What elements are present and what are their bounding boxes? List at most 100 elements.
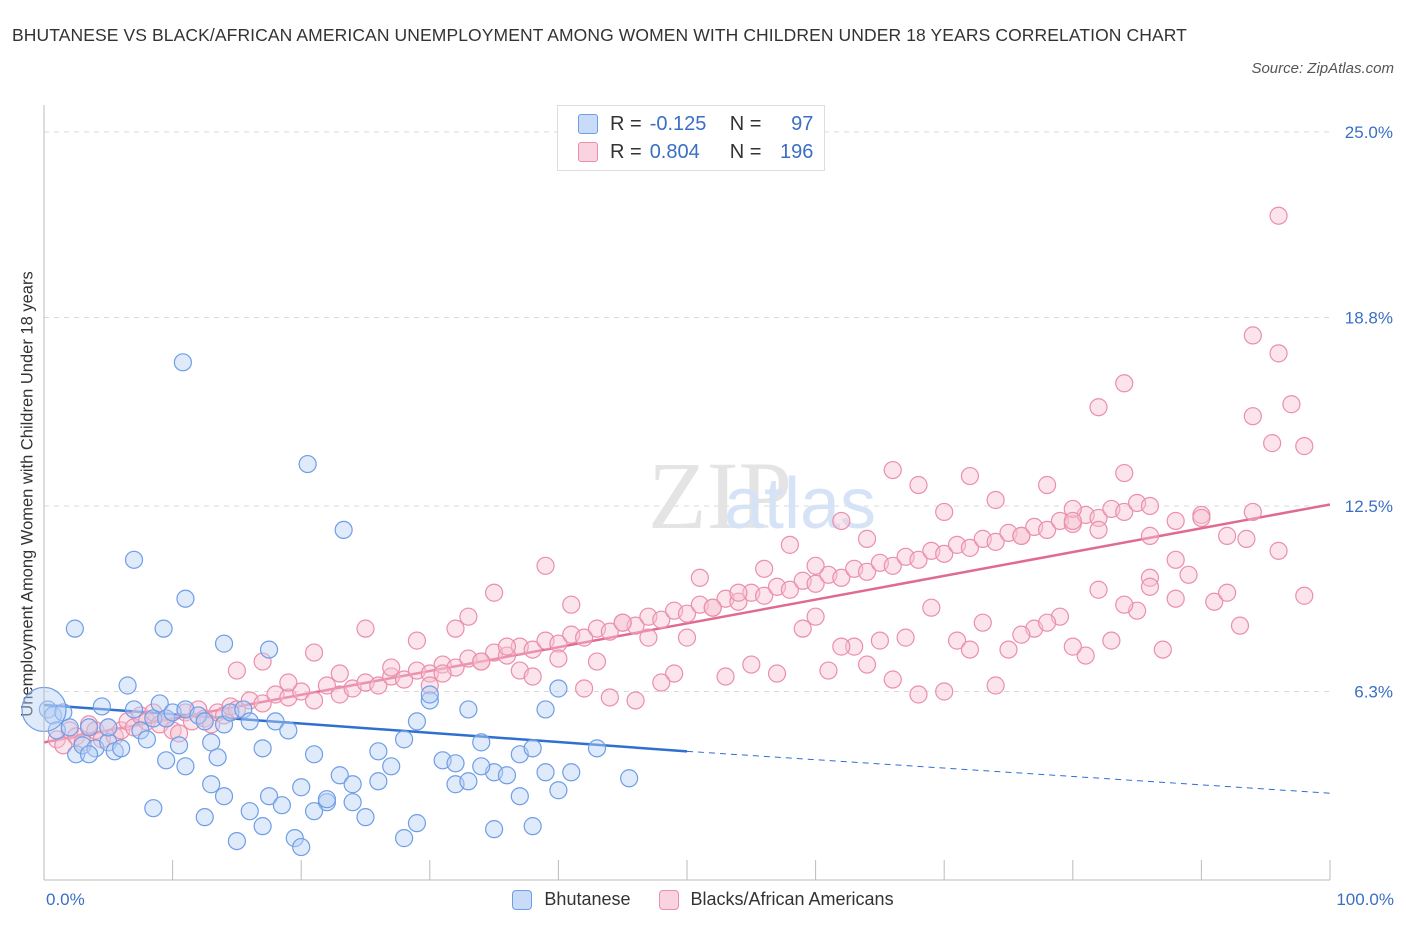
data-point-blacks xyxy=(382,658,401,677)
data-point-bhutanese xyxy=(523,817,542,836)
bhutanese-swatch xyxy=(578,114,598,134)
data-point-blacks xyxy=(935,502,954,522)
data-point-bhutanese xyxy=(208,748,227,767)
data-point-blacks xyxy=(960,640,980,659)
axes xyxy=(43,105,1331,881)
chart-source: Source: ZipAtlas.com xyxy=(1251,60,1394,77)
data-point-bhutanese xyxy=(144,709,163,728)
data-point-blacks xyxy=(652,610,671,629)
trend-line-bhutanese-extension xyxy=(686,750,1331,794)
data-point-blacks xyxy=(1166,589,1185,608)
data-point-blacks xyxy=(1243,407,1262,426)
data-point-blacks xyxy=(459,607,478,626)
data-point-blacks xyxy=(1115,502,1134,522)
data-point-bhutanese xyxy=(420,685,439,704)
data-point-blacks xyxy=(652,673,671,692)
n-value-bhutanese: 97 xyxy=(791,112,814,135)
data-point-blacks xyxy=(690,568,709,587)
data-point-blacks xyxy=(1063,637,1082,656)
grid-lines xyxy=(44,131,1330,692)
data-point-bhutanese xyxy=(356,808,375,827)
r-label: R = xyxy=(610,140,642,163)
data-point-blacks xyxy=(1089,520,1108,540)
data-point-blacks xyxy=(1218,526,1237,545)
data-point-blacks xyxy=(793,619,812,638)
data-point-blacks xyxy=(1179,565,1198,584)
data-point-blacks xyxy=(54,736,73,755)
data-point-bhutanese xyxy=(118,676,137,695)
data-point-bhutanese xyxy=(292,837,311,857)
data-point-bhutanese xyxy=(195,712,214,731)
data-point-blacks xyxy=(857,562,877,581)
data-point-blacks xyxy=(600,622,619,641)
data-point-blacks xyxy=(639,628,658,647)
data-point-bhutanese xyxy=(459,700,478,719)
data-point-blacks xyxy=(279,673,298,692)
trend-line-bhutanese xyxy=(43,703,688,753)
data-point-bhutanese xyxy=(259,787,279,806)
y-tick-labels: 6.3% 12.5% 18.8% 25.0% xyxy=(1345,123,1393,702)
n-label: N = xyxy=(729,112,762,135)
data-point-bhutanese xyxy=(369,772,388,791)
data-point-bhutanese xyxy=(394,730,414,749)
data-point-blacks xyxy=(253,694,272,713)
data-point-blacks xyxy=(1295,586,1314,605)
chart-title: BHUTANESE VS BLACK/AFRICAN AMERICAN UNEM… xyxy=(12,25,1187,45)
data-point-blacks xyxy=(587,652,607,671)
data-point-blacks xyxy=(613,613,632,632)
legend-item-blacks[interactable]: Blacks/African Americans xyxy=(658,889,894,910)
data-point-blacks xyxy=(1102,631,1121,650)
data-point-bhutanese xyxy=(407,712,427,731)
data-point-blacks xyxy=(485,583,504,602)
data-point-blacks xyxy=(947,631,967,650)
data-point-blacks xyxy=(1282,395,1301,414)
data-point-blacks xyxy=(1166,511,1185,531)
x-tick-max: 100.0% xyxy=(1336,890,1394,909)
data-point-bhutanese xyxy=(459,772,478,791)
data-point-bhutanese xyxy=(285,829,304,848)
n-value-blacks: 196 xyxy=(780,140,814,163)
data-point-blacks xyxy=(472,652,491,671)
data-point-blacks xyxy=(960,466,980,486)
data-point-bhutanese xyxy=(79,718,99,737)
data-point-blacks xyxy=(317,676,337,695)
data-point-blacks xyxy=(1263,434,1282,453)
data-point-blacks xyxy=(845,637,864,656)
data-point-bhutanese xyxy=(150,694,169,713)
data-point-blacks xyxy=(896,628,915,647)
data-point-blacks xyxy=(600,688,619,707)
data-point-bhutanese xyxy=(79,745,99,764)
data-point-bhutanese xyxy=(620,769,639,788)
data-point-blacks xyxy=(857,655,877,674)
data-point-blacks xyxy=(292,682,311,701)
stats-legend: R = -0.125 N = 97 R = 0.804 N = 196 xyxy=(557,105,825,171)
data-point-blacks xyxy=(819,661,838,680)
data-point-blacks xyxy=(857,529,877,548)
data-point-blacks xyxy=(960,538,980,557)
data-point-blacks xyxy=(986,490,1005,510)
data-point-bhutanese xyxy=(259,640,279,659)
data-point-blacks xyxy=(304,643,324,662)
data-point-blacks xyxy=(755,586,774,605)
legend-item-bhutanese[interactable]: Bhutanese xyxy=(512,889,631,910)
data-point-blacks xyxy=(986,532,1005,551)
data-point-bhutanese xyxy=(549,781,568,800)
data-point-bhutanese xyxy=(407,814,427,833)
data-point-blacks xyxy=(1012,526,1031,545)
series-legend: Bhutanese Blacks/African Americans xyxy=(0,889,1406,910)
data-point-blacks xyxy=(1243,326,1262,345)
data-point-bhutanese xyxy=(549,679,568,698)
data-point-blacks xyxy=(330,664,349,683)
data-point-blacks xyxy=(1076,646,1095,665)
watermark: ZIP xyxy=(648,442,792,549)
data-point-bhutanese xyxy=(298,454,317,474)
data-point-blacks xyxy=(780,580,799,599)
data-point-blacks xyxy=(909,550,928,569)
data-point-blacks xyxy=(626,691,645,710)
data-point-bhutanese xyxy=(510,787,529,806)
data-point-blacks xyxy=(1205,592,1224,611)
data-point-blacks xyxy=(806,574,825,593)
data-point-bhutanese xyxy=(169,736,189,755)
data-point-bhutanese xyxy=(536,763,555,782)
data-point-bhutanese xyxy=(176,757,195,776)
